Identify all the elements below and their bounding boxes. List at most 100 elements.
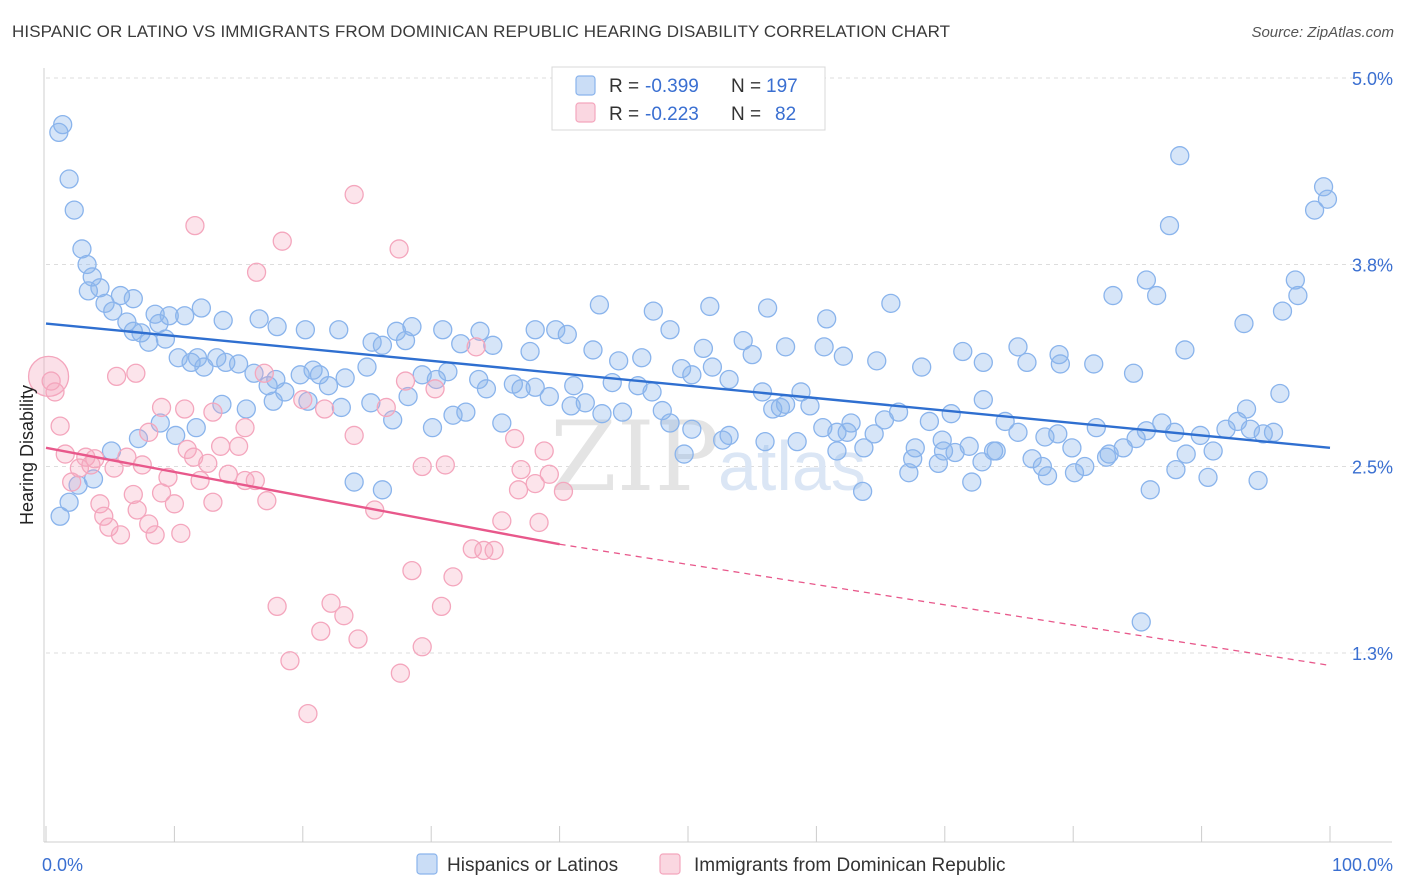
dominican-point: [175, 399, 195, 419]
hispanics-point: [175, 306, 195, 326]
series-legend: Hispanics or Latinos Immigrants from Dom…: [416, 853, 1006, 876]
hispanics-point: [546, 320, 566, 340]
hispanics-point: [186, 418, 206, 438]
hispanics-point: [589, 295, 610, 315]
hispanics-point: [945, 442, 965, 463]
hispanics-point: [755, 431, 775, 452]
hispanics-point: [123, 289, 143, 309]
hispanics-point: [986, 441, 1006, 461]
hispanics-point: [557, 324, 577, 345]
x-tick-marks: [45, 826, 1331, 842]
hispanics-point: [344, 472, 364, 492]
hispanics-point: [953, 341, 973, 362]
hispanics-point: [476, 379, 497, 399]
hispanics-point: [854, 438, 874, 458]
y-tick-label: 1.3%: [1352, 644, 1393, 664]
hispanics-point: [564, 376, 584, 396]
dominican-point: [321, 593, 341, 613]
hispanics-point: [702, 357, 723, 377]
hispanics-point: [166, 425, 186, 446]
hispanics-point: [1049, 344, 1069, 365]
hispanics-point: [1136, 270, 1157, 290]
y-tick-label: 3.8%: [1352, 255, 1393, 275]
hispanics-point: [187, 348, 208, 368]
watermark-zip: ZIP: [550, 401, 719, 513]
dominican-point: [177, 439, 197, 460]
dominican-point: [534, 441, 554, 461]
hispanics-point: [763, 399, 783, 419]
hispanics-point: [1270, 383, 1290, 404]
dominican-point: [110, 525, 131, 545]
y-axis-label: Hearing Disability: [17, 385, 37, 525]
hispanics-point: [1198, 467, 1218, 488]
hispanics-point: [456, 402, 476, 422]
hispanics-point: [1272, 301, 1293, 321]
dominican-point: [443, 567, 463, 587]
hispanics-point: [372, 480, 393, 500]
dominican-point: [334, 606, 354, 626]
hispanics-point: [867, 351, 887, 371]
dominican-point: [539, 464, 559, 484]
dominican-point: [412, 637, 432, 657]
hispanics-point: [95, 293, 115, 313]
hispanics-point: [973, 352, 993, 373]
dominican-point: [203, 402, 223, 422]
dominican-point: [280, 651, 300, 671]
dominican-point: [126, 363, 146, 383]
dominican-point: [41, 371, 61, 391]
hispanics-trendline: [45, 322, 1331, 450]
chart-title: HISPANIC OR LATINO VS IMMIGRANTS FROM DO…: [12, 22, 951, 41]
hispanics-point: [525, 377, 545, 397]
dominican-point: [69, 458, 90, 478]
hispanics-point: [814, 337, 834, 357]
hispanics-point: [249, 309, 269, 329]
hispanics-point: [422, 418, 443, 438]
hispanics-point: [632, 348, 652, 368]
hispanics-point: [1048, 424, 1068, 444]
hispanics-point: [643, 301, 663, 321]
hispanics-point: [682, 419, 702, 439]
hispanics-point: [609, 351, 629, 371]
dominican-point: [190, 470, 210, 491]
dominican-point: [145, 525, 165, 545]
hispanics-point: [191, 298, 212, 318]
hispanics-point: [520, 341, 540, 362]
hispanics-point: [511, 379, 531, 399]
hispanics-point: [642, 382, 662, 402]
hispanics-point: [1008, 422, 1028, 442]
dominican-point: [210, 436, 231, 456]
hispanics-point: [881, 293, 901, 313]
hispanics-point: [1037, 466, 1058, 486]
hispanics-point: [941, 404, 961, 424]
dominican-point: [466, 337, 486, 357]
hispanics-point: [398, 386, 418, 407]
dominican-point: [123, 484, 143, 505]
hispanics-point: [733, 330, 753, 351]
hispanics-point: [928, 453, 949, 474]
dominican-point: [425, 379, 445, 399]
dominican-point: [474, 540, 494, 561]
hispanics-point: [592, 404, 612, 424]
dominican-point: [50, 416, 70, 436]
hispanics-point: [919, 411, 940, 432]
dominican-point: [158, 467, 178, 488]
hispanics-point: [800, 396, 820, 416]
dominican-point: [184, 447, 204, 467]
hispanics-point: [693, 338, 714, 359]
legend-r-label: R =: [609, 104, 639, 125]
hispanics-point: [329, 320, 349, 340]
hispanics-point: [539, 386, 559, 407]
hispanics-point: [470, 321, 490, 341]
hispanics-point: [674, 444, 694, 464]
hispanics-point: [962, 472, 982, 492]
hispanics-point: [1062, 438, 1082, 458]
hispanics-point: [267, 316, 287, 337]
hispanics-point: [433, 320, 453, 340]
hispanics-point: [451, 334, 471, 354]
hispanics-point: [700, 296, 720, 317]
dominican-point-large: [27, 355, 70, 398]
hispanics-point: [159, 306, 179, 326]
hispanics-point: [1159, 215, 1180, 236]
hispanics-point: [263, 391, 283, 411]
hispanics-point: [719, 425, 739, 446]
